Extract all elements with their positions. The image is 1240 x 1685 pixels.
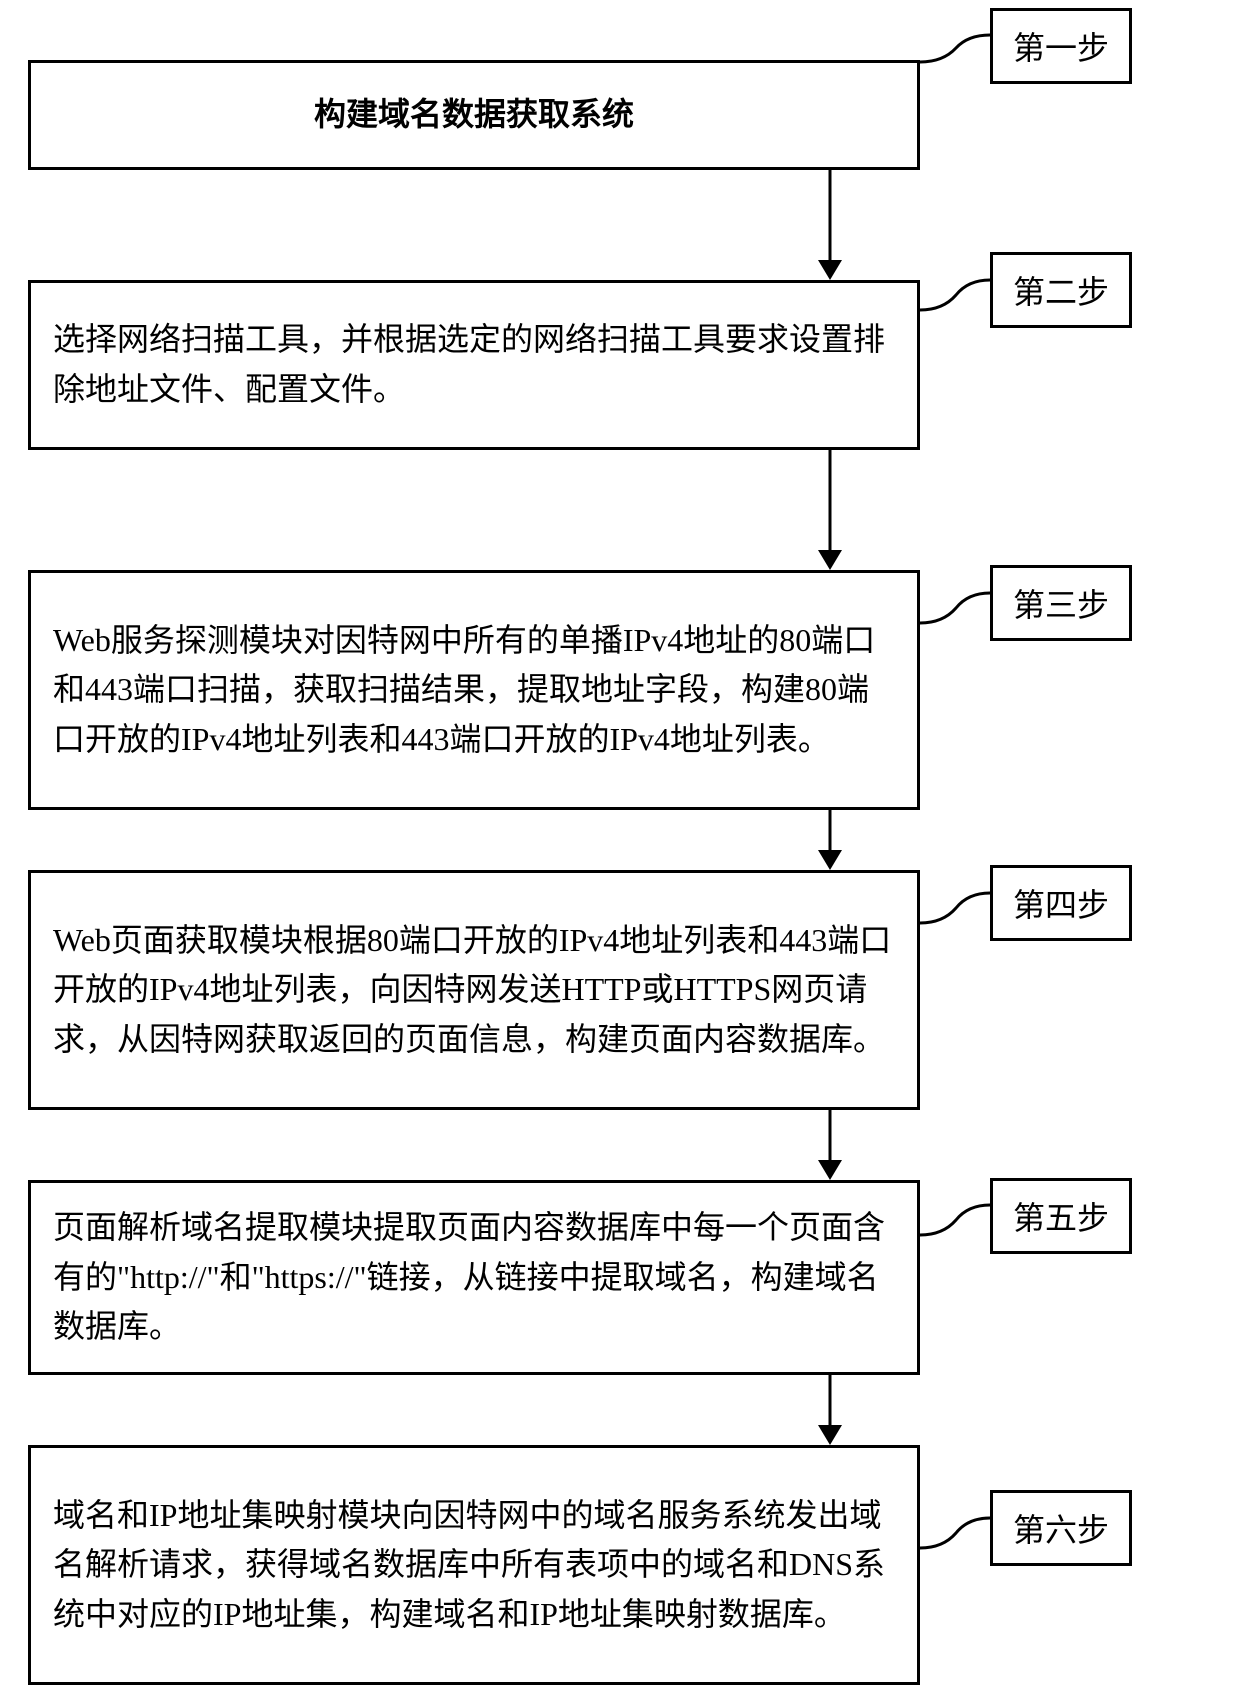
flowchart-container: 构建域名数据获取系统 第一步 选择网络扫描工具，并根据选定的网络扫描工具要求设置… — [0, 0, 1240, 1660]
step-6-connector — [918, 1513, 993, 1555]
step-4-label: 第四步 — [990, 865, 1132, 941]
arrow-3 — [829, 810, 832, 870]
step-1-label: 第一步 — [990, 8, 1132, 84]
step-1-text: 构建域名数据获取系统 — [314, 90, 634, 140]
arrow-5 — [829, 1375, 832, 1445]
step-5-text: 页面解析域名提取模块提取页面内容数据库中每一个页面含有的"http://"和"h… — [53, 1203, 895, 1352]
step-4-connector — [918, 888, 993, 930]
step-3-text: Web服务探测模块对因特网中所有的单播IPv4地址的80端口和443端口扫描，获… — [53, 616, 895, 765]
arrow-1 — [829, 170, 832, 280]
step-1-connector — [918, 30, 993, 70]
step-1-box: 构建域名数据获取系统 — [28, 60, 920, 170]
step-2-label: 第二步 — [990, 252, 1132, 328]
step-2-connector — [918, 275, 993, 317]
step-2-text: 选择网络扫描工具，并根据选定的网络扫描工具要求设置排除地址文件、配置文件。 — [53, 315, 895, 414]
step-6-text: 域名和IP地址集映射模块向因特网中的域名服务系统发出域名解析请求，获得域名数据库… — [53, 1491, 895, 1640]
step-3-connector — [918, 588, 993, 630]
step-5-box: 页面解析域名提取模块提取页面内容数据库中每一个页面含有的"http://"和"h… — [28, 1180, 920, 1375]
step-3-label: 第三步 — [990, 565, 1132, 641]
step-5-connector — [918, 1200, 993, 1242]
step-2-box: 选择网络扫描工具，并根据选定的网络扫描工具要求设置排除地址文件、配置文件。 — [28, 280, 920, 450]
step-4-box: Web页面获取模块根据80端口开放的IPv4地址列表和443端口开放的IPv4地… — [28, 870, 920, 1110]
step-6-label: 第六步 — [990, 1490, 1132, 1566]
step-3-box: Web服务探测模块对因特网中所有的单播IPv4地址的80端口和443端口扫描，获… — [28, 570, 920, 810]
arrow-4 — [829, 1110, 832, 1180]
step-5-label: 第五步 — [990, 1178, 1132, 1254]
step-6-box: 域名和IP地址集映射模块向因特网中的域名服务系统发出域名解析请求，获得域名数据库… — [28, 1445, 920, 1685]
step-4-text: Web页面获取模块根据80端口开放的IPv4地址列表和443端口开放的IPv4地… — [53, 916, 895, 1065]
arrow-2 — [829, 450, 832, 570]
